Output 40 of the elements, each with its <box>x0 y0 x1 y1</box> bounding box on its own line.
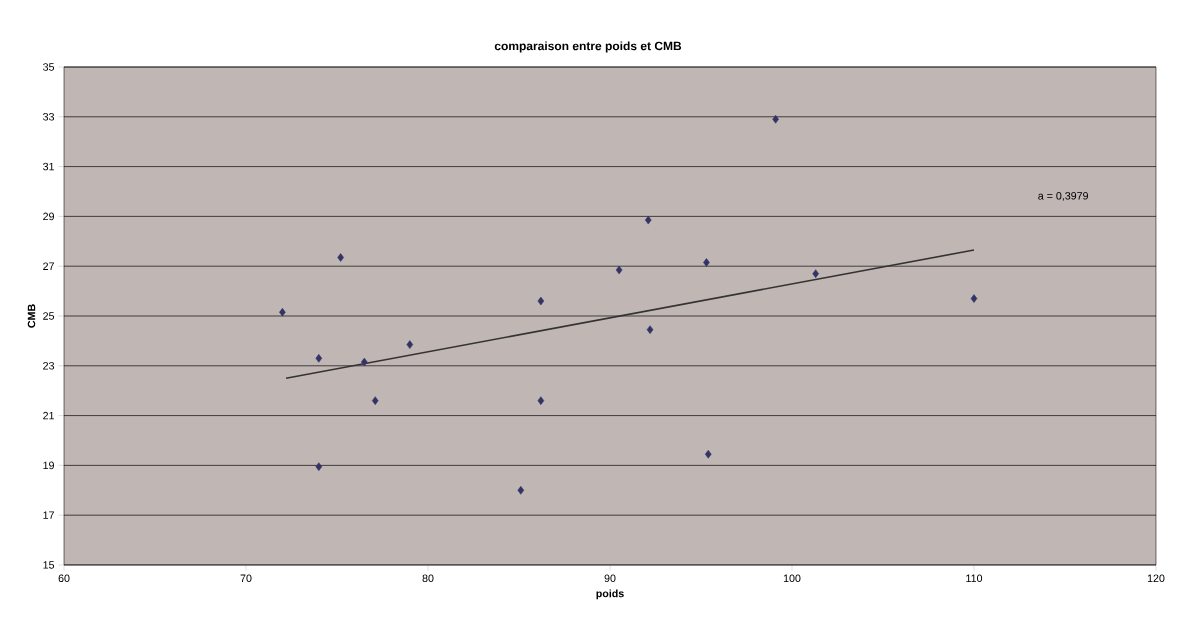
point <box>361 357 368 367</box>
x-tick-label: 70 <box>240 574 252 583</box>
point <box>537 296 545 306</box>
y-tick-label: 29 <box>43 212 54 221</box>
x-tick-label: 80 <box>422 574 434 583</box>
point <box>812 269 819 278</box>
x-tick-label: 60 <box>58 574 70 583</box>
y-tick-label: 19 <box>43 461 54 470</box>
x-tick-label: 100 <box>783 574 801 583</box>
point <box>371 396 379 405</box>
point <box>644 215 652 225</box>
y-tick-label: 21 <box>43 411 54 420</box>
y-axis-title: CMB <box>27 304 36 328</box>
point <box>517 486 525 495</box>
y-tick-label: 27 <box>43 262 54 270</box>
annotation: a = 0,3979 <box>1038 192 1088 201</box>
point <box>279 307 286 317</box>
y-tick-label: 23 <box>43 362 55 370</box>
point <box>315 354 323 363</box>
point <box>703 258 710 267</box>
x-axis-title: poids <box>596 589 624 600</box>
point <box>615 265 623 275</box>
point <box>315 462 323 471</box>
point <box>646 325 654 334</box>
point <box>406 340 414 349</box>
point <box>337 253 344 262</box>
y-tick-label: 33 <box>43 113 55 121</box>
point <box>772 115 779 124</box>
y-tick-label: 15 <box>43 561 55 569</box>
point <box>537 396 545 405</box>
y-tick-label: 25 <box>43 312 55 320</box>
y-tick-label: 31 <box>43 162 54 171</box>
chart-title: comparaison entre poids et CMB <box>494 41 682 53</box>
x-tick-label: 120 <box>1147 574 1165 583</box>
point <box>705 449 712 459</box>
x-tick-label: 90 <box>604 574 616 583</box>
y-tick-label: 17 <box>43 511 54 519</box>
point <box>970 294 978 303</box>
y-tick-label: 35 <box>43 63 55 71</box>
x-tick-label: 110 <box>966 574 983 583</box>
